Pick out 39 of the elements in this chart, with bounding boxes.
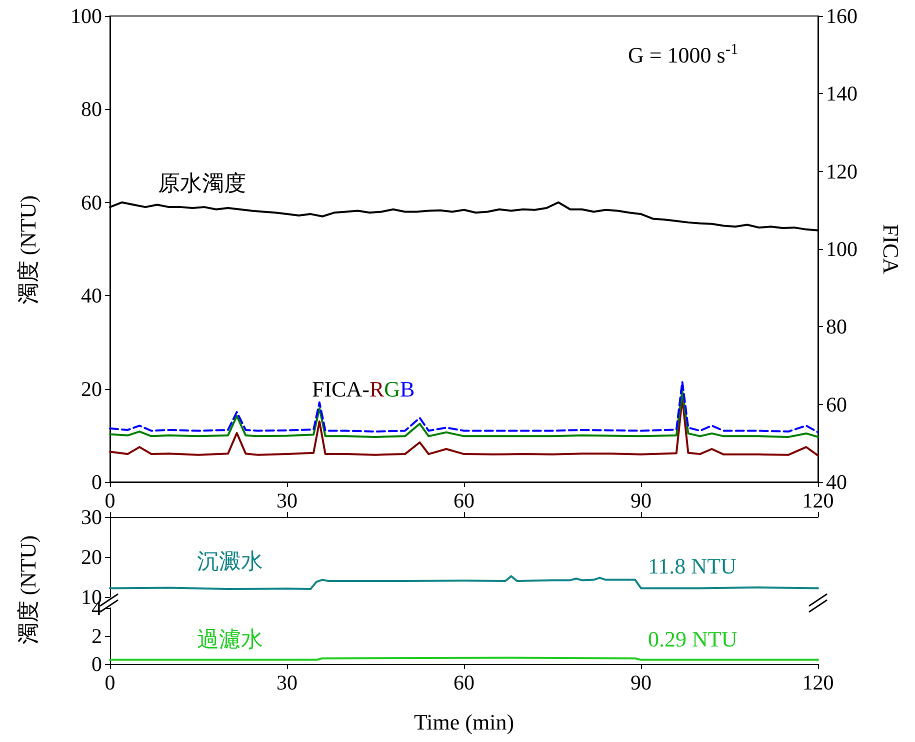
x-tick-label: 30 <box>276 488 298 512</box>
x-tick-label: 60 <box>454 670 474 694</box>
y-tick-label: 40 <box>81 284 102 308</box>
line-series <box>109 380 819 434</box>
y-tick-label: 0 <box>92 652 102 676</box>
y-tick-label: 20 <box>81 376 102 401</box>
y-tick-label: 100 <box>70 4 102 28</box>
series-label: 過濾水 <box>197 626 263 652</box>
annotation: 11.8 NTU <box>648 554 737 578</box>
x-tick-label: 90 <box>630 488 652 512</box>
text: R <box>369 376 384 402</box>
y-tick-label: 80 <box>81 97 102 122</box>
y-tick-label: 30 <box>81 505 102 529</box>
y2-tick-label: 60 <box>826 392 847 416</box>
y2-tick-label: 100 <box>826 237 858 261</box>
x-axis-title: Time (min) <box>414 710 514 734</box>
x-tick-label: 60 <box>454 488 474 512</box>
y2-tick-label: 120 <box>826 159 858 184</box>
x-tick-label: 90 <box>630 670 652 694</box>
y2-tick-label: 140 <box>826 82 858 106</box>
y-tick-label: 60 <box>81 190 102 214</box>
series-label: B <box>400 376 415 402</box>
series-label: 沉澱水 <box>197 548 263 574</box>
y-axis-title: 濁度 (NTU) <box>16 195 40 305</box>
series-label: G <box>384 376 400 402</box>
annotation: FICA- <box>312 376 370 402</box>
y-tick-label: 2 <box>92 624 102 648</box>
y2-tick-label: 80 <box>826 314 847 339</box>
y2-axis-title: FICA <box>878 224 904 274</box>
line-series <box>109 575 819 590</box>
y-axis-title: 濁度 (NTU) <box>16 535 40 645</box>
x-tick-label: 30 <box>276 670 298 694</box>
y-tick-label: 0 <box>92 470 102 494</box>
x-tick-label: 120 <box>802 670 834 694</box>
series-label: 原水濁度 <box>158 170 246 196</box>
line-series <box>109 397 819 457</box>
y-tick-label: 20 <box>81 545 102 569</box>
annotation: 0.29 NTU <box>648 626 738 652</box>
y2-tick-label: 160 <box>826 4 858 28</box>
